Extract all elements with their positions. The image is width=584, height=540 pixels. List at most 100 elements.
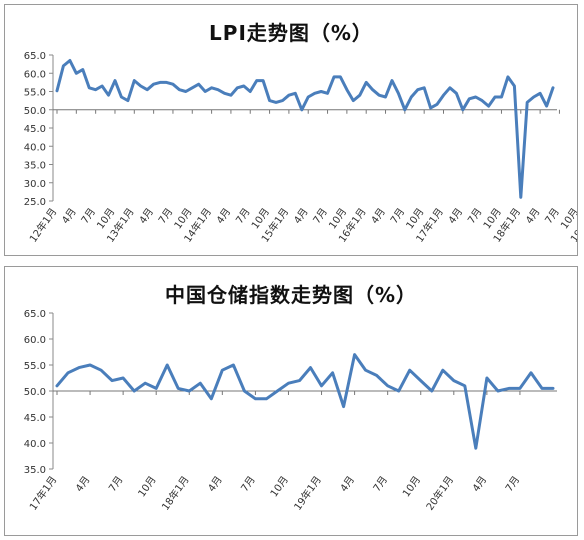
data-point	[326, 92, 328, 94]
data-point	[468, 98, 470, 100]
data-point	[243, 390, 245, 392]
data-point	[449, 87, 451, 89]
x-tick-label: 10月	[268, 474, 291, 500]
data-point	[89, 364, 91, 366]
data-point	[391, 79, 393, 81]
data-point	[462, 109, 464, 111]
data-point	[552, 87, 554, 89]
data-point	[331, 372, 333, 374]
data-point	[127, 99, 129, 101]
data-point	[442, 94, 444, 96]
data-point	[539, 92, 541, 94]
data-point	[88, 87, 90, 89]
data-point	[254, 398, 256, 400]
data-point	[520, 196, 522, 198]
y-tick-label: 45.0	[24, 413, 46, 424]
data-point	[455, 92, 457, 94]
data-point	[397, 92, 399, 94]
data-point	[420, 379, 422, 381]
data-point	[82, 68, 84, 70]
data-point	[221, 369, 223, 371]
data-point	[513, 85, 515, 87]
x-tick-label: 12年1月	[26, 205, 59, 244]
y-tick-label: 25.0	[24, 197, 46, 208]
data-point	[288, 94, 290, 96]
data-point	[519, 387, 521, 389]
data-point	[62, 65, 64, 67]
x-tick-label: 4月	[291, 206, 310, 226]
data-point	[464, 385, 466, 387]
data-point	[404, 109, 406, 111]
data-point	[178, 88, 180, 90]
data-point	[364, 369, 366, 371]
x-tick-label: 20年1月	[423, 473, 456, 512]
data-point	[436, 103, 438, 105]
x-tick-label: 17年1月	[26, 473, 59, 512]
data-point	[276, 390, 278, 392]
data-point	[409, 369, 411, 371]
data-point	[320, 90, 322, 92]
lpi-chart-plot: 65.0 60.0 55.0 50.0 45.0 40.0 35.0 30.0 25.012年1…	[24, 51, 577, 245]
data-point	[320, 385, 322, 387]
y-tick-label: 40.0	[24, 439, 46, 450]
data-point	[530, 372, 532, 374]
data-point	[275, 101, 277, 103]
data-point	[508, 387, 510, 389]
data-point	[497, 390, 499, 392]
data-point	[210, 398, 212, 400]
data-point	[486, 377, 488, 379]
x-tick-label: 7月	[503, 474, 522, 494]
data-point	[526, 101, 528, 103]
data-point	[199, 382, 201, 384]
data-point	[159, 81, 161, 83]
data-point	[120, 96, 122, 98]
x-tick-label: 10月	[400, 474, 423, 500]
x-tick-label: 4月	[338, 474, 357, 494]
data-point	[442, 369, 444, 371]
x-tick-label: 4月	[446, 206, 465, 226]
data-point	[532, 96, 534, 98]
data-point	[243, 85, 245, 87]
data-point	[431, 390, 433, 392]
x-tick-label: 4月	[137, 206, 156, 226]
data-point	[232, 364, 234, 366]
data-point	[423, 87, 425, 89]
y-tick-label: 50.0	[24, 106, 46, 117]
warehouse-index-chart-panel: 中国仓储指数走势图（%） 65.0 60.0 55.0 50.0 45.0 40.0 35.…	[4, 266, 578, 536]
x-tick-label: 7月	[388, 206, 407, 226]
data-point	[56, 385, 58, 387]
data-point	[94, 88, 96, 90]
data-point	[265, 398, 267, 400]
data-point	[475, 96, 477, 98]
data-point	[210, 87, 212, 89]
x-tick-label: 7月	[239, 474, 258, 494]
warehouse-index-chart-title: 中国仓储指数走势图（%）	[164, 283, 418, 307]
data-point	[255, 79, 257, 81]
series-line	[55, 353, 555, 450]
data-point	[313, 92, 315, 94]
y-tick-label: 55.0	[24, 88, 46, 99]
y-tick-label: 35.0	[24, 161, 46, 172]
data-point	[298, 379, 300, 381]
data-point	[191, 87, 193, 89]
x-tick-label: 4月	[470, 474, 489, 494]
y-tick-label: 40.0	[24, 142, 46, 153]
data-point	[552, 387, 554, 389]
data-point	[146, 88, 148, 90]
x-tick-label: 4月	[73, 474, 92, 494]
data-point	[144, 382, 146, 384]
data-point	[481, 99, 483, 101]
data-point	[152, 83, 154, 85]
y-tick-label: 60.0	[24, 69, 46, 80]
data-point	[371, 88, 373, 90]
data-point	[133, 390, 135, 392]
y-tick-label: 60.0	[24, 335, 46, 346]
y-tick-label: 50.0	[24, 387, 46, 398]
data-point	[69, 59, 71, 61]
data-point	[429, 107, 431, 109]
x-tick-label: 7月	[233, 206, 252, 226]
data-point	[75, 72, 77, 74]
data-point	[133, 79, 135, 81]
x-tick-label: 18年1月	[159, 473, 192, 512]
